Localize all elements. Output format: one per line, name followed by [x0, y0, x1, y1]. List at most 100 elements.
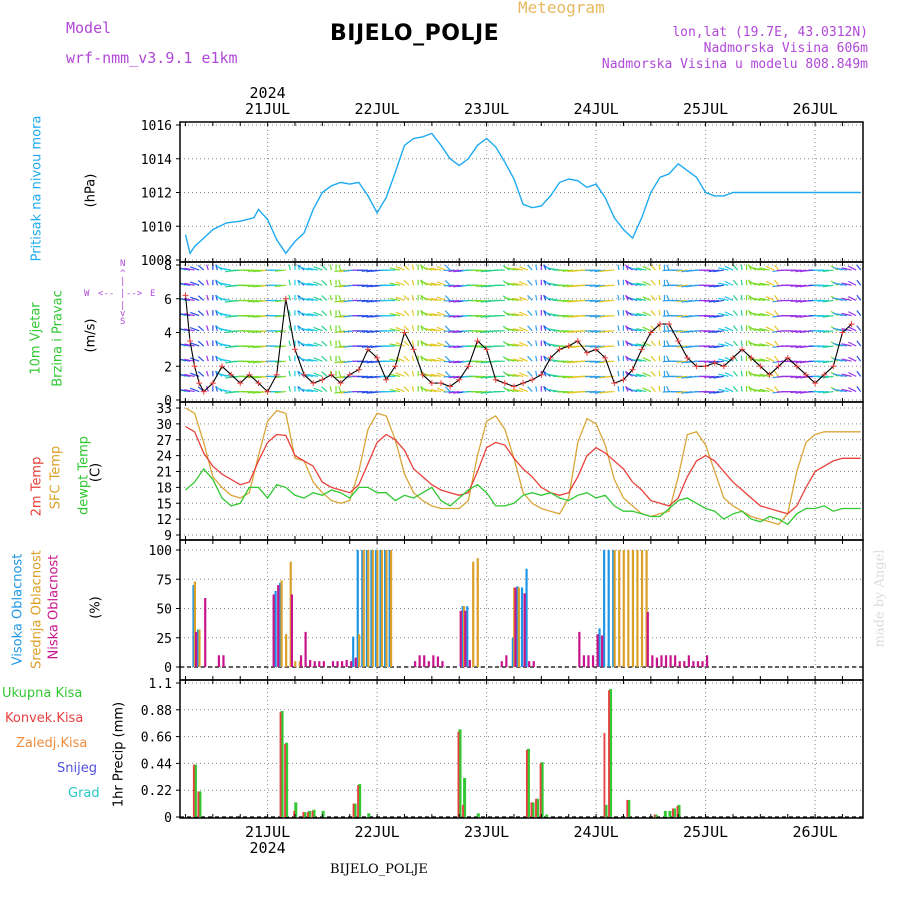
wind-arrow — [732, 264, 738, 271]
wind-arrow — [527, 355, 533, 362]
wind-speed-line — [184, 295, 852, 393]
wind-arrow — [666, 340, 670, 347]
wind-arrow — [562, 330, 574, 333]
wind-arrow — [220, 328, 232, 332]
cloud-bar — [582, 655, 586, 667]
cloud-bar — [379, 550, 382, 667]
wind-arrow — [841, 312, 852, 317]
wind-arrow — [617, 264, 620, 271]
y-tick-label: 25 — [156, 632, 172, 647]
wind-arrow — [676, 390, 688, 394]
wind-marker — [319, 376, 326, 383]
wind-arrow — [338, 385, 342, 392]
cloud-bar — [336, 661, 339, 667]
wind-arrow — [774, 279, 780, 286]
precip-bar — [463, 778, 467, 817]
wind-arrow — [562, 375, 574, 379]
wind-arrow — [420, 385, 424, 392]
precip-bar — [462, 804, 464, 817]
wind-arrow — [732, 386, 738, 392]
precip-bar — [530, 802, 533, 817]
wind-arrow — [636, 358, 647, 362]
wind-arrow — [589, 360, 601, 363]
precip-bar — [367, 813, 371, 817]
cloud-bar — [322, 661, 325, 667]
cloud-bar — [520, 587, 524, 667]
wind-arrow — [448, 315, 460, 318]
y-tick-label: 30 — [156, 418, 172, 433]
wind-arrow — [740, 355, 743, 362]
wind-arrow — [666, 279, 670, 286]
wind-arrow — [856, 294, 862, 301]
cloud-bar — [525, 568, 528, 667]
wind-arrow — [732, 340, 738, 347]
wind-arrow — [625, 264, 629, 271]
wind-arrow — [617, 325, 620, 331]
wind-arrow — [512, 328, 524, 332]
wind-arrow — [220, 282, 232, 286]
precip-bar — [604, 804, 608, 817]
wind-arrow — [430, 267, 442, 271]
wind-arrow — [425, 328, 437, 332]
wind-arrow — [765, 265, 775, 271]
precip-bar — [358, 784, 362, 817]
wind-arrow — [220, 358, 232, 362]
cloud-bar — [299, 655, 303, 667]
wind-arrow — [740, 370, 743, 377]
wind-arrow — [535, 325, 538, 331]
cloud-bar — [505, 655, 508, 667]
wind-arrow — [642, 372, 652, 377]
wind-arrow — [334, 284, 346, 288]
wind-arrow — [180, 389, 191, 393]
wind-arrow — [180, 358, 191, 362]
wind-arrow — [631, 374, 642, 377]
cloud-bar — [290, 594, 294, 667]
cloud-bar — [591, 655, 595, 667]
wind-arrow — [302, 267, 314, 271]
cloud-bar — [669, 655, 672, 667]
wind-arrow — [732, 325, 738, 332]
wind-arrow — [519, 372, 528, 377]
wind-arrow — [703, 330, 715, 333]
wind-arrow — [242, 390, 254, 393]
wind-marker — [246, 371, 253, 378]
wind-arrow — [650, 264, 656, 271]
wind-arrow — [190, 357, 200, 362]
wind-arrow — [790, 299, 802, 303]
wind-arrow — [848, 265, 857, 271]
wind-arrow — [430, 373, 442, 377]
wind-arrow — [519, 357, 528, 362]
wind-arrow — [666, 325, 670, 332]
wind-arrow — [790, 345, 802, 348]
wind-arrow — [297, 310, 301, 316]
wind-arrow — [443, 284, 455, 287]
precip-bar — [676, 806, 679, 817]
wind-arrow — [562, 390, 574, 394]
precip-bar — [353, 803, 357, 817]
wind-arrow — [436, 311, 446, 317]
wind-arrow — [519, 296, 528, 301]
wind-marker — [620, 376, 627, 383]
wind-arrow — [774, 264, 780, 271]
precip-bar — [284, 743, 286, 817]
wind-arrow — [220, 373, 232, 377]
cloud-bar — [596, 634, 599, 667]
wind-arrow — [642, 265, 652, 271]
day-label-bottom: 26JUL — [793, 823, 838, 841]
wind-arrow — [275, 360, 286, 363]
cloud-bar — [371, 550, 374, 667]
wind-arrow — [242, 284, 254, 287]
wind-arrow — [650, 355, 656, 362]
wind-arrow — [215, 340, 218, 347]
y-tick-label: 33 — [156, 402, 172, 417]
y-tick-label: 1008 — [141, 254, 172, 269]
wind-arrow — [543, 370, 547, 377]
wind-arrow — [338, 355, 342, 362]
wind-marker — [374, 354, 381, 361]
wind-arrow — [313, 326, 323, 332]
wind-arrow — [747, 279, 752, 286]
wind-arrow — [275, 269, 286, 272]
y-tick-label: 24 — [156, 450, 172, 465]
wind-arrow — [636, 312, 647, 317]
wind-marker — [565, 343, 572, 349]
